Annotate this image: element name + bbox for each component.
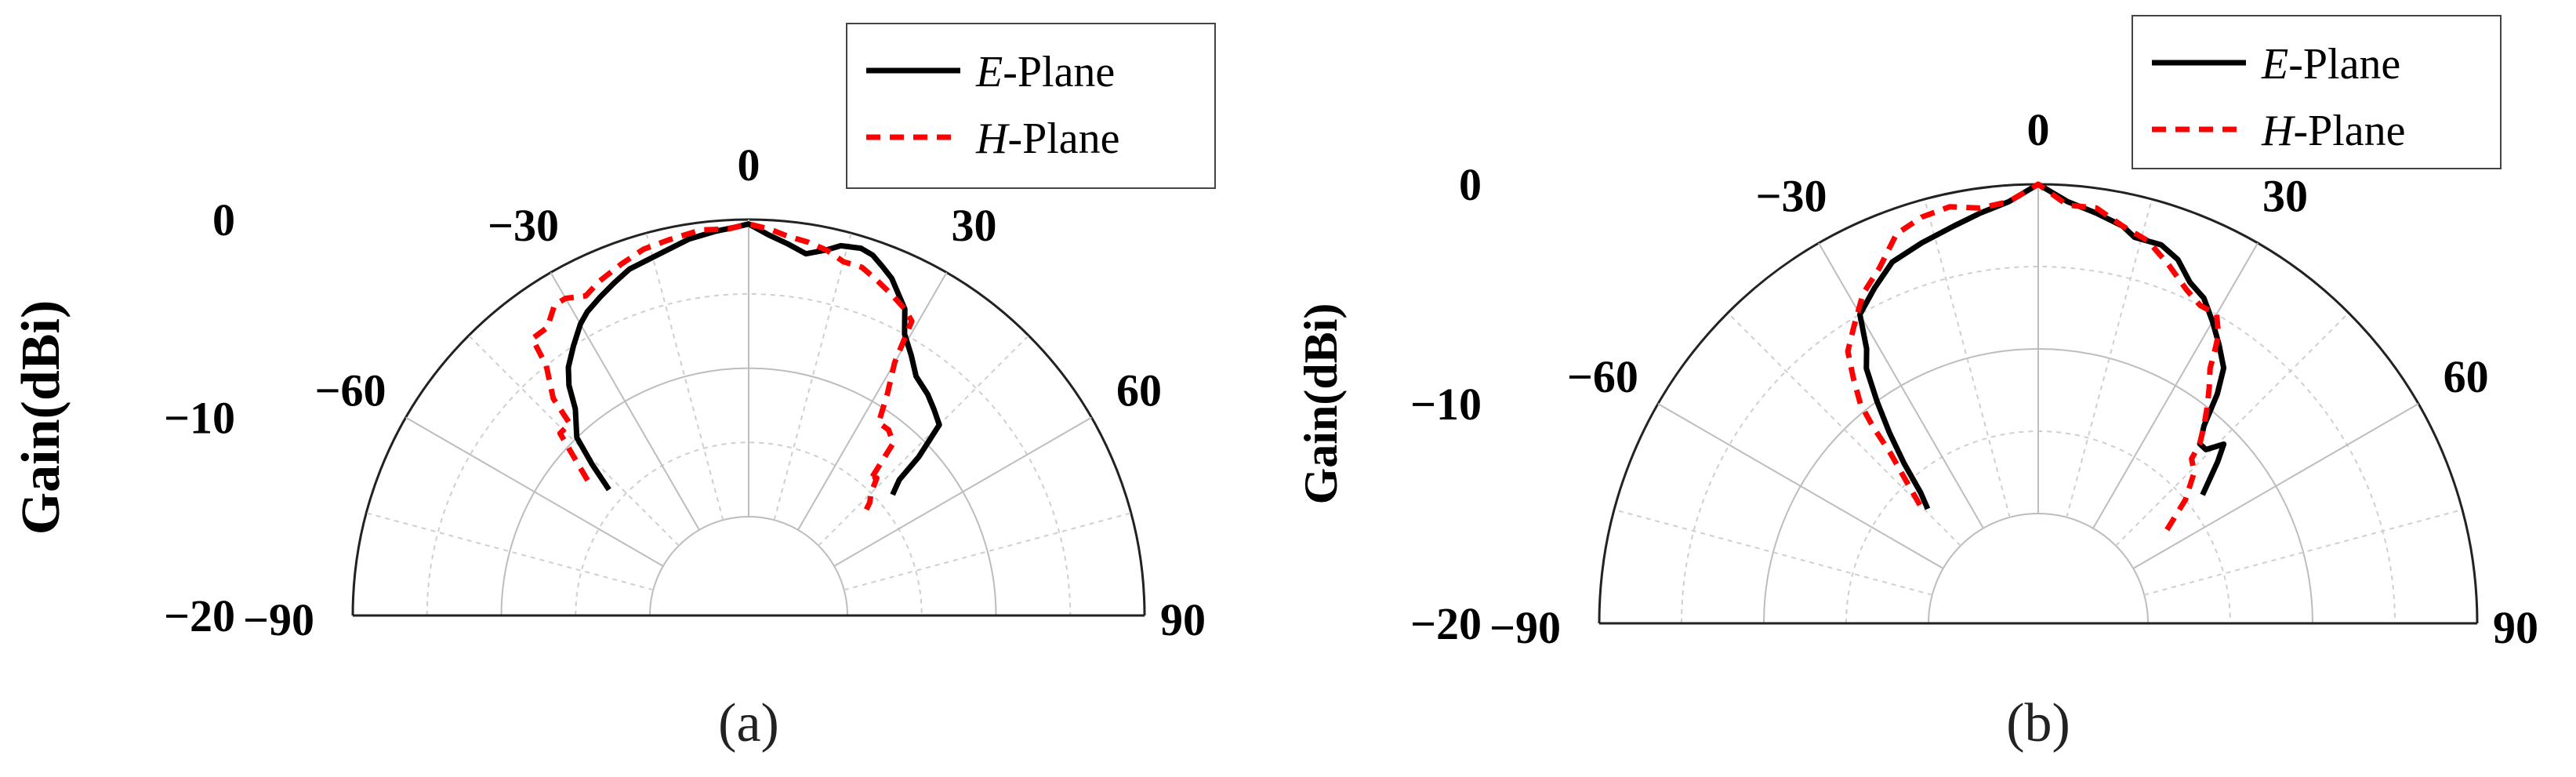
grid-spoke bbox=[818, 335, 1029, 546]
grid-spoke bbox=[550, 272, 700, 531]
y-axis-label: Gain(dBi) bbox=[11, 300, 71, 536]
series-line-h-plane bbox=[529, 221, 915, 511]
grid-spoke bbox=[1818, 242, 1984, 529]
theta-tick-label: −60 bbox=[315, 365, 386, 416]
legend-label: H-Plane bbox=[2261, 107, 2406, 155]
grid-spoke bbox=[1613, 509, 1933, 596]
series-line-h-plane bbox=[1845, 181, 2222, 532]
theta-tick-label: −90 bbox=[243, 594, 314, 645]
grid-spoke bbox=[797, 272, 948, 531]
grid-spoke bbox=[1924, 198, 2011, 518]
theta-tick-label: 90 bbox=[2493, 602, 2538, 653]
theta-tick-label: 30 bbox=[952, 200, 997, 251]
polar-chart-a: −90−60−3003060900−10−20Gain(dBi)E-PlaneH… bbox=[11, 23, 1216, 753]
grid-spoke bbox=[773, 232, 852, 521]
grid-spoke bbox=[405, 416, 664, 567]
grid-circle-minor bbox=[1681, 266, 2396, 624]
legend-label-rest: -Plane bbox=[2288, 40, 2400, 89]
grid-spoke bbox=[645, 232, 724, 521]
grid-spoke bbox=[2092, 242, 2259, 529]
legend-label: H-Plane bbox=[975, 114, 1120, 163]
grid-spoke bbox=[833, 416, 1092, 567]
theta-tick-label: 60 bbox=[2444, 351, 2489, 402]
theta-tick-label: 90 bbox=[1160, 594, 1206, 645]
grid-circle-inner bbox=[649, 516, 848, 616]
r-tick-label: −10 bbox=[164, 393, 235, 444]
legend-label: E-Plane bbox=[2261, 40, 2400, 89]
grid-spoke bbox=[1727, 312, 1961, 546]
theta-tick-label: 60 bbox=[1116, 365, 1162, 416]
legend-label-letter: E bbox=[975, 48, 1003, 96]
figure-caption: (a) bbox=[718, 693, 779, 753]
series-line-e-plane bbox=[1857, 181, 2227, 510]
theta-tick-label: 0 bbox=[738, 140, 760, 191]
theta-tick-label: −30 bbox=[1755, 170, 1827, 221]
r-tick-label: −20 bbox=[1410, 598, 1482, 649]
r-tick-label: 0 bbox=[1459, 159, 1482, 210]
legend-label-rest: -Plane bbox=[1003, 48, 1115, 96]
grid-spoke bbox=[2132, 403, 2419, 569]
grid-circle-inner bbox=[1928, 513, 2149, 624]
polar-chart-b: −90−60−3003060900−10−20Gain(dBi)E-PlaneH… bbox=[1295, 15, 2538, 753]
grid-spoke bbox=[844, 512, 1132, 591]
legend-label-letter: H bbox=[2261, 107, 2295, 155]
theta-tick-label: −60 bbox=[1567, 351, 1638, 402]
r-tick-label: −20 bbox=[164, 590, 235, 641]
legend-label-rest: -Plane bbox=[1007, 114, 1119, 163]
series-line-e-plane bbox=[565, 221, 942, 496]
grid-circle-minor bbox=[426, 292, 1072, 616]
legend-label-letter: E bbox=[2261, 40, 2288, 89]
r-tick-label: −10 bbox=[1410, 379, 1482, 430]
legend-label: E-Plane bbox=[975, 48, 1115, 96]
grid-spoke bbox=[468, 335, 680, 546]
legend-label-rest: -Plane bbox=[2293, 107, 2405, 155]
grid-spoke bbox=[365, 512, 654, 591]
legend-label-letter: H bbox=[975, 114, 1010, 163]
grid-spoke bbox=[2115, 312, 2349, 546]
theta-tick-label: −90 bbox=[1489, 602, 1561, 653]
grid-spoke bbox=[2066, 198, 2153, 518]
r-tick-label: 0 bbox=[212, 194, 235, 245]
grid-spoke bbox=[2143, 509, 2463, 596]
legend-box bbox=[846, 23, 1216, 189]
grid-spoke bbox=[1657, 403, 1944, 569]
theta-tick-label: 0 bbox=[2027, 104, 2050, 155]
legend-box bbox=[2132, 15, 2502, 169]
theta-tick-label: 30 bbox=[2262, 170, 2308, 221]
y-axis-label: Gain(dBi) bbox=[1295, 303, 1347, 505]
figure-caption: (b) bbox=[2006, 693, 2070, 753]
theta-tick-label: −30 bbox=[488, 200, 559, 251]
